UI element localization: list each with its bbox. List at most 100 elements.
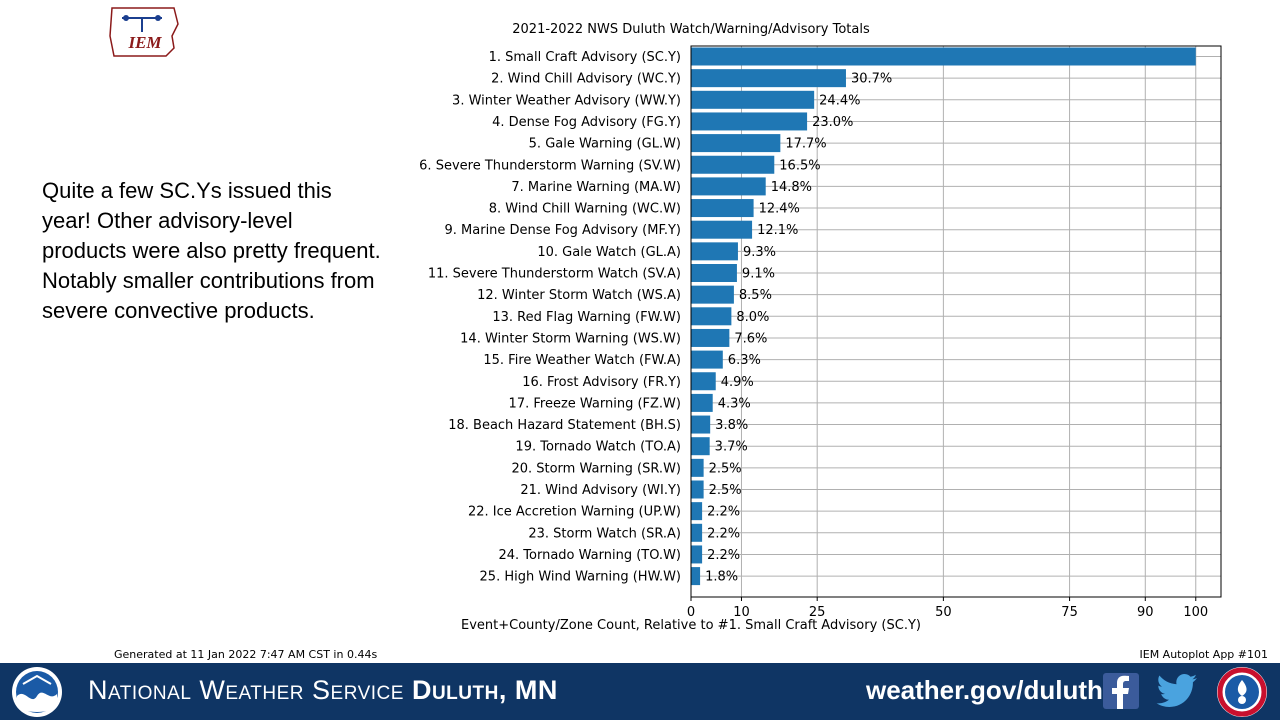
- value-label-13: 8.0%: [736, 310, 769, 325]
- bar-2: [691, 69, 846, 88]
- bar-11: [691, 264, 737, 282]
- bar-22: [691, 502, 703, 521]
- facebook-icon[interactable]: [1103, 673, 1139, 709]
- value-label-4: 23.0%: [812, 115, 853, 130]
- bar-16: [691, 372, 716, 391]
- category-label-20: 20. Storm Warning (SR.W): [511, 461, 681, 476]
- bar-19: [691, 437, 710, 456]
- category-label-14: 14. Winter Storm Warning (WS.W): [460, 331, 681, 346]
- x-tick-label-25: 25: [809, 605, 826, 620]
- generated-timestamp: Generated at 11 Jan 2022 7:47 AM CST in …: [114, 648, 378, 661]
- footer-banner: National Weather Service Duluth, MN weat…: [0, 663, 1280, 720]
- value-label-3: 24.4%: [819, 93, 860, 108]
- category-label-21: 21. Wind Advisory (WI.Y): [520, 483, 681, 498]
- value-label-22: 2.2%: [707, 505, 740, 520]
- bar-17: [691, 393, 713, 412]
- value-label-23: 2.2%: [707, 526, 740, 541]
- value-labels: 30.7% 24.4% 23.0% 17.7% 16.5% 14.8% 12.4% 12.1%…: [705, 72, 892, 585]
- category-label-5: 5. Gale Warning (GL.W): [529, 137, 681, 152]
- category-label-10: 10. Gale Watch (GL.A): [537, 245, 681, 260]
- value-label-6: 16.5%: [779, 158, 820, 173]
- x-tick-label-100: 100: [1183, 605, 1208, 620]
- value-label-24: 2.2%: [707, 548, 740, 563]
- value-label-18: 3.8%: [715, 418, 748, 433]
- value-label-17: 4.3%: [718, 396, 751, 411]
- x-tick-label-75: 75: [1061, 605, 1078, 620]
- bars: [691, 47, 1196, 586]
- x-tick-label-50: 50: [935, 605, 952, 620]
- grid-lines: [690, 46, 1221, 597]
- bar-24: [691, 545, 703, 564]
- category-labels: 1. Small Craft Advisory (SC.Y) 2. Wind Ch…: [419, 50, 681, 585]
- value-label-14: 7.6%: [734, 331, 767, 346]
- x-tick-label-10: 10: [733, 605, 750, 620]
- category-label-11: 11. Severe Thunderstorm Watch (SV.A): [428, 267, 681, 282]
- category-label-2: 2. Wind Chill Advisory (WC.Y): [491, 72, 681, 87]
- x-tick-label-90: 90: [1137, 605, 1154, 620]
- category-label-18: 18. Beach Hazard Statement (BH.S): [448, 418, 681, 433]
- org-office: Duluth, MN: [411, 675, 558, 705]
- website-link[interactable]: weather.gov/duluth: [866, 675, 1103, 705]
- value-label-10: 9.3%: [743, 245, 776, 260]
- category-label-25: 25. High Wind Warning (HW.W): [480, 570, 681, 585]
- category-label-24: 24. Tornado Warning (TO.W): [498, 548, 681, 563]
- value-label-21: 2.5%: [709, 483, 742, 498]
- category-label-13: 13. Red Flag Warning (FW.W): [492, 310, 681, 325]
- category-label-3: 3. Winter Weather Advisory (WW.Y): [452, 93, 681, 108]
- bar-3: [691, 90, 815, 109]
- category-label-1: 1. Small Craft Advisory (SC.Y): [489, 50, 681, 65]
- bar-10: [691, 242, 738, 261]
- slide-note: Quite a few SC.Ys issued this year! Othe…: [42, 178, 381, 323]
- value-label-16: 4.9%: [721, 375, 754, 390]
- bar-25: [691, 567, 701, 586]
- bar-1: [691, 47, 1196, 66]
- org-prefix: National Weather Service: [88, 675, 404, 705]
- category-label-19: 19. Tornado Watch (TO.A): [515, 440, 681, 455]
- category-label-6: 6. Severe Thunderstorm Warning (SV.W): [419, 158, 681, 173]
- office-name: National Weather Service Duluth, MN: [88, 675, 558, 706]
- bar-21: [691, 480, 704, 499]
- bar-7: [691, 177, 766, 196]
- bar-5: [691, 134, 781, 153]
- value-label-15: 6.3%: [728, 353, 761, 368]
- bar-23: [691, 523, 703, 542]
- bar-12: [691, 285, 734, 304]
- value-label-5: 17.7%: [785, 137, 826, 152]
- category-label-9: 9. Marine Dense Fog Advisory (MF.Y): [445, 223, 682, 238]
- noaa-logo-icon: [12, 667, 62, 717]
- category-label-17: 17. Freeze Warning (FZ.W): [509, 396, 681, 411]
- bar-18: [691, 415, 711, 434]
- category-label-12: 12. Winter Storm Watch (WS.A): [477, 288, 681, 303]
- bar-6: [691, 155, 775, 174]
- bar-chart: 2021-2022 NWS Duluth Watch/Warning/Advis…: [419, 22, 1222, 633]
- bar-9: [691, 220, 753, 239]
- category-label-22: 22. Ice Accretion Warning (UP.W): [468, 505, 681, 520]
- app-label: IEM Autoplot App #101: [1139, 648, 1269, 661]
- value-label-25: 1.8%: [705, 570, 738, 585]
- category-label-4: 4. Dense Fog Advisory (FG.Y): [492, 115, 681, 130]
- bar-20: [691, 458, 704, 477]
- bar-4: [691, 112, 808, 131]
- category-label-16: 16. Frost Advisory (FR.Y): [522, 375, 681, 390]
- bar-13: [691, 307, 732, 326]
- category-label-15: 15. Fire Weather Watch (FW.A): [483, 353, 681, 368]
- bar-8: [691, 199, 754, 218]
- value-label-20: 2.5%: [709, 461, 742, 476]
- value-label-2: 30.7%: [851, 72, 892, 87]
- twitter-icon[interactable]: [1156, 674, 1198, 710]
- plot-frame: [690, 45, 1222, 598]
- category-label-8: 8. Wind Chill Warning (WC.W): [489, 202, 681, 217]
- category-label-7: 7. Marine Warning (MA.W): [511, 180, 681, 195]
- value-label-7: 14.8%: [771, 180, 812, 195]
- iem-logo: IEM: [109, 7, 179, 57]
- iem-logo-text: IEM: [127, 33, 162, 52]
- bar-15: [691, 350, 723, 369]
- chart-title: 2021-2022 NWS Duluth Watch/Warning/Advis…: [512, 22, 870, 37]
- value-label-12: 8.5%: [739, 288, 772, 303]
- category-label-23: 23. Storm Watch (SR.A): [528, 526, 681, 541]
- x-tick-label-0: 0: [687, 605, 695, 620]
- x-axis-label: Event+County/Zone Count, Relative to #1.…: [461, 618, 921, 633]
- value-label-8: 12.4%: [759, 202, 800, 217]
- value-label-9: 12.1%: [757, 223, 798, 238]
